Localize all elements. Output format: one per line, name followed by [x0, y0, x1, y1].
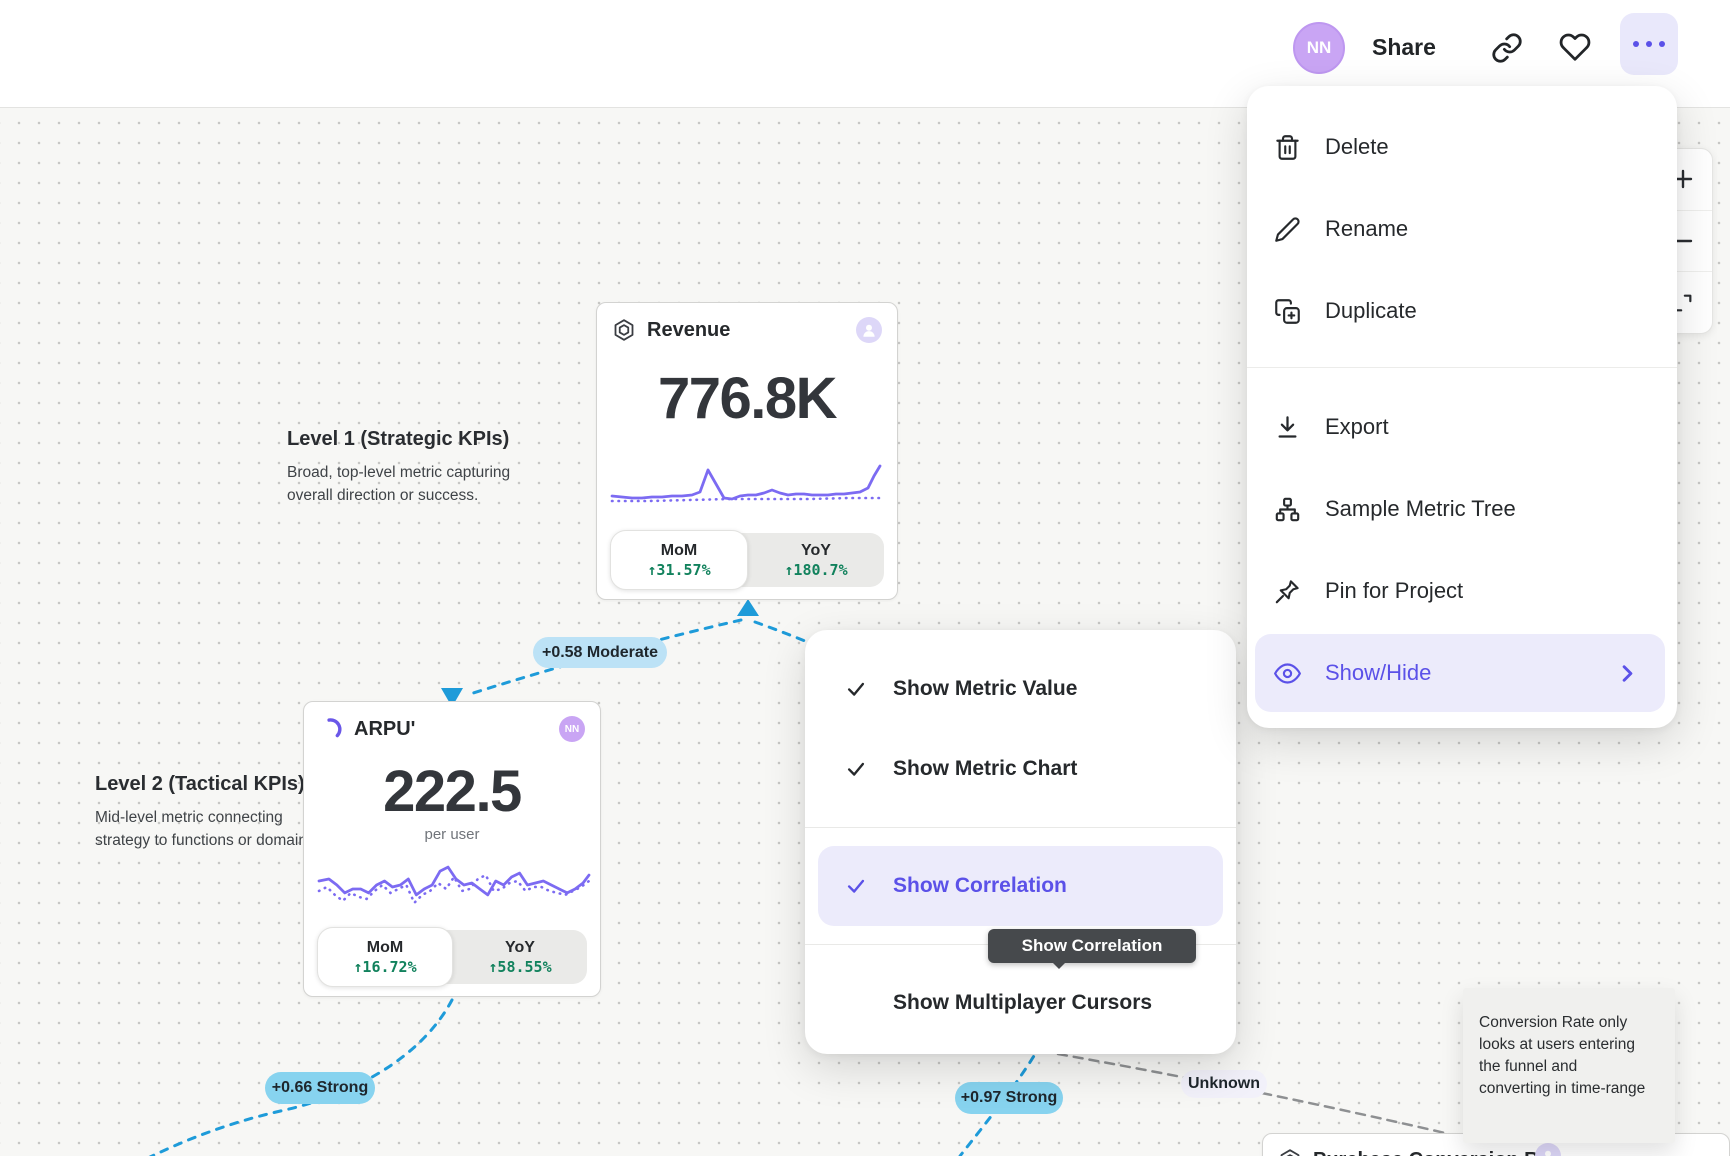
metric-hexagon-icon: [614, 319, 634, 341]
level2-description: Mid-level metric connecting strategy to …: [95, 809, 320, 849]
metric-value: 222.5: [383, 759, 522, 824]
context-menu: Delete Rename Duplicate Export Sample Me…: [1247, 86, 1677, 728]
card-title: ARPU': [354, 717, 416, 740]
submenu-item-show-metric-chart[interactable]: Show Metric Chart: [805, 729, 1236, 809]
user-icon: [1545, 1150, 1551, 1156]
level1-title: Level 1 (Strategic KPIs): [287, 428, 510, 450]
submenu-item-show-correlation[interactable]: Show Correlation: [818, 846, 1223, 926]
heart-icon[interactable]: [1559, 31, 1591, 63]
check-icon: [847, 879, 865, 893]
user-avatar[interactable]: NN: [1293, 22, 1345, 74]
metric-tree-icon: [1275, 497, 1300, 521]
card-header: Purchase Conversion R: [1263, 1134, 1729, 1156]
correlation-badge-strong-2[interactable]: +0.97 Strong: [955, 1082, 1063, 1114]
menu-item-rename[interactable]: Rename: [1247, 188, 1677, 270]
pin-icon: [1275, 579, 1299, 603]
correlation-badge-strong-1[interactable]: +0.66 Strong: [265, 1072, 375, 1104]
duplicate-icon: [1275, 298, 1300, 324]
metric-value: 776.8K: [657, 366, 838, 431]
more-options-button[interactable]: [1620, 13, 1678, 75]
level2-annotation: Level 2 (Tactical KPIs) Mid-level metric…: [95, 773, 319, 852]
submenu-divider: [805, 827, 1236, 828]
card-title: Revenue: [647, 318, 731, 341]
canvas-note[interactable]: Conversion Rate only looks at users ente…: [1463, 988, 1675, 1143]
tab-mom[interactable]: MoM ↑16.72%: [317, 927, 453, 987]
eye-icon: [1274, 662, 1301, 684]
mom-value: ↑31.57%: [647, 560, 711, 579]
mom-value: ↑16.72%: [353, 957, 417, 976]
download-icon: [1278, 415, 1297, 438]
menu-item-duplicate[interactable]: Duplicate: [1247, 270, 1677, 352]
check-icon: [847, 682, 865, 696]
tab-yoy[interactable]: YoY ↑58.55%: [488, 938, 552, 976]
level1-annotation: Level 1 (Strategic KPIs) Broad, top-leve…: [287, 428, 510, 507]
card-owner-avatar: NN: [559, 716, 585, 742]
card-title: Purchase Conversion R: [1313, 1149, 1539, 1156]
metric-crescent-icon: [327, 718, 342, 738]
show-hide-submenu: Show Metric Value Show Metric Chart Show…: [805, 630, 1236, 1054]
trash-icon: [1276, 134, 1299, 160]
trend-tabs: MoM ↑31.57% YoY ↑180.7%: [610, 530, 884, 590]
plus-icon: [1673, 170, 1692, 189]
yoy-value: ↑180.7%: [784, 560, 848, 579]
chevron-right-icon: [1622, 664, 1633, 682]
metric-sparkline: [317, 865, 591, 906]
metric-unit: per user: [424, 826, 480, 843]
level1-description: Broad, top-level metric capturing overal…: [287, 464, 511, 504]
menu-divider: [1247, 367, 1677, 368]
correlation-badge-moderate[interactable]: +0.58 Moderate: [533, 637, 667, 668]
submenu-item-show-metric-value[interactable]: Show Metric Value: [805, 649, 1236, 729]
pencil-icon: [1275, 216, 1300, 242]
metric-sparkline: [610, 464, 882, 503]
menu-item-pin-for-project[interactable]: Pin for Project: [1247, 550, 1677, 632]
menu-item-show-hide[interactable]: Show/Hide: [1255, 634, 1665, 712]
tab-yoy[interactable]: YoY ↑180.7%: [784, 541, 848, 579]
share-button[interactable]: Share: [1372, 34, 1436, 60]
trend-tabs: MoM ↑16.72% YoY ↑58.55%: [317, 927, 587, 987]
card-owner-avatar: [1535, 1143, 1561, 1156]
card-header: ARPU' NN: [304, 702, 600, 742]
minus-icon: [1673, 239, 1692, 243]
menu-item-export[interactable]: Export: [1247, 386, 1677, 468]
correlation-badge-unknown[interactable]: Unknown: [1181, 1070, 1267, 1098]
card-header: Revenue: [597, 303, 897, 343]
yoy-value: ↑58.55%: [488, 957, 552, 976]
level2-title: Level 2 (Tactical KPIs): [95, 773, 305, 795]
tooltip-show-correlation: Show Correlation: [988, 929, 1196, 969]
link-icon[interactable]: [1491, 32, 1523, 64]
tab-mom[interactable]: MoM ↑31.57%: [610, 530, 748, 590]
zoom-out-button[interactable]: [1653, 209, 1712, 272]
card-owner-avatar: [856, 317, 882, 343]
user-icon: [863, 324, 875, 337]
submenu-item-show-multiplayer-cursors[interactable]: Show Multiplayer Cursors: [893, 991, 1153, 1014]
metric-card-arpu[interactable]: ARPU' NN 222.5 per user MoM ↑16.72% YoY …: [303, 701, 601, 997]
metric-card-revenue[interactable]: Revenue 776.8K MoM ↑31.57% YoY ↑180.7%: [596, 302, 898, 600]
menu-item-sample-metric-tree[interactable]: Sample Metric Tree: [1247, 468, 1677, 550]
metric-hexagon-icon: [1280, 1149, 1300, 1156]
zoom-in-button[interactable]: [1653, 149, 1712, 210]
check-icon: [847, 762, 865, 776]
menu-item-delete[interactable]: Delete: [1247, 106, 1677, 188]
